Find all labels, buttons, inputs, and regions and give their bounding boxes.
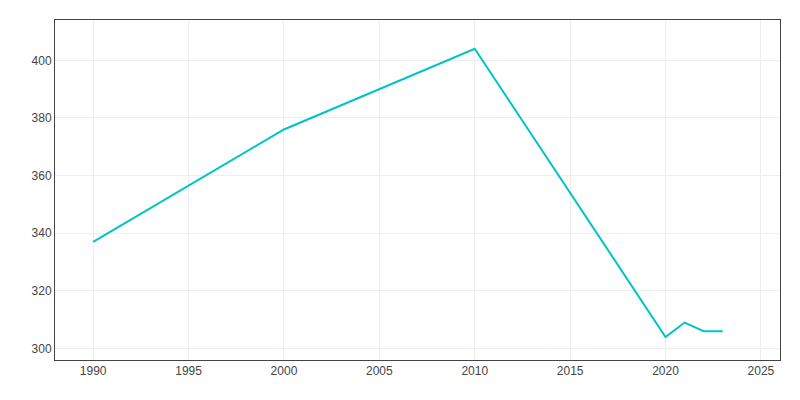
svg-text:2025: 2025 <box>748 364 775 378</box>
svg-text:300: 300 <box>32 342 52 356</box>
svg-text:320: 320 <box>32 284 52 298</box>
svg-text:2010: 2010 <box>461 364 488 378</box>
svg-text:2015: 2015 <box>557 364 584 378</box>
svg-text:1990: 1990 <box>80 364 107 378</box>
svg-text:400: 400 <box>32 54 52 68</box>
svg-text:2020: 2020 <box>652 364 679 378</box>
svg-text:340: 340 <box>32 226 52 240</box>
svg-text:360: 360 <box>32 169 52 183</box>
svg-text:1995: 1995 <box>175 364 202 378</box>
svg-text:2005: 2005 <box>366 364 393 378</box>
svg-text:2000: 2000 <box>271 364 298 378</box>
svg-text:380: 380 <box>32 111 52 125</box>
